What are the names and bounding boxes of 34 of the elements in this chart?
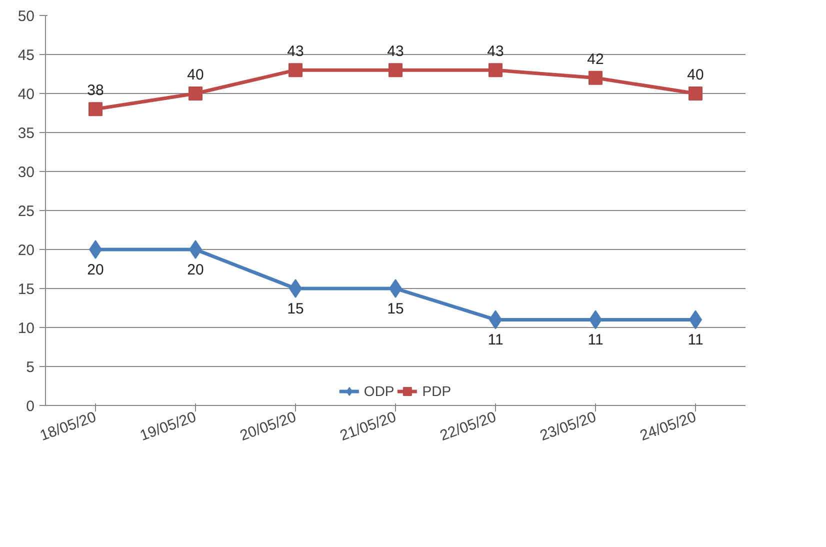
point	[488, 63, 502, 78]
y-tick-label: 50	[18, 8, 35, 25]
data-label: 11	[688, 332, 704, 349]
point	[588, 70, 602, 85]
y-tick-label: 35	[18, 125, 35, 142]
data-label: 20	[187, 262, 204, 278]
point	[688, 86, 702, 100]
y-tick-label: 15	[18, 281, 35, 298]
data-label: 40	[187, 66, 204, 84]
y-tick-label: 0	[26, 398, 34, 415]
y-tick-label: 40	[18, 86, 35, 103]
y-tick-label: 20	[18, 242, 35, 259]
y-tick-label: 30	[18, 164, 35, 181]
y-tick-label: 25	[18, 203, 35, 220]
legend-label: ODP	[364, 383, 394, 399]
data-label: 11	[488, 332, 504, 349]
data-label: 38	[87, 82, 104, 100]
point	[288, 63, 302, 78]
data-label: 20	[87, 262, 104, 278]
y-tick-label: 10	[18, 320, 35, 337]
point	[188, 86, 202, 100]
data-label: 42	[587, 50, 604, 68]
point	[88, 102, 102, 116]
data-label: 11	[588, 332, 604, 349]
y-tick-label: 45	[18, 47, 35, 64]
point	[388, 63, 402, 78]
data-label: 43	[387, 43, 404, 60]
data-label: 43	[487, 43, 504, 60]
y-tick-label: 5	[26, 359, 34, 376]
data-label: 40	[687, 66, 704, 84]
data-label: 15	[387, 300, 404, 318]
legend-label: PDP	[422, 383, 452, 399]
data-label: 43	[287, 43, 304, 60]
data-label: 15	[287, 300, 304, 318]
